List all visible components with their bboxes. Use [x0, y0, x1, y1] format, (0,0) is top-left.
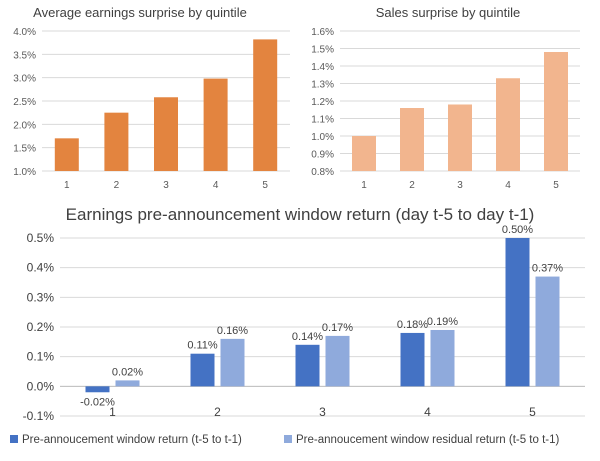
- bar: [154, 97, 178, 171]
- legend-label: Pre-annoucement window residual return (…: [296, 434, 560, 446]
- y-tick-label: 0.1%: [27, 350, 55, 364]
- bar: [400, 108, 424, 171]
- legend-label: Pre-annoucement window return (t-5 to t-…: [22, 434, 242, 446]
- data-label: 0.02%: [112, 366, 143, 378]
- bar: [505, 238, 530, 387]
- bar: [220, 338, 245, 387]
- y-tick-label: 0.8%: [311, 167, 334, 178]
- bar: [448, 104, 472, 171]
- x-tick-label: 4: [213, 180, 219, 191]
- y-tick-label: 0.0%: [27, 379, 55, 393]
- y-tick-label: 1.1%: [311, 115, 334, 126]
- bar: [54, 138, 79, 171]
- y-tick-label: 2.5%: [13, 97, 36, 108]
- y-tick-label: 0.2%: [27, 320, 55, 334]
- data-label: 0.16%: [217, 325, 248, 337]
- y-tick-label: 0.3%: [27, 290, 55, 304]
- x-tick-label: 1: [361, 180, 367, 191]
- y-tick-label: 0.4%: [27, 261, 55, 275]
- legend-swatch: [10, 435, 18, 443]
- x-tick-label: 5: [529, 405, 536, 419]
- y-tick-label: 3.0%: [13, 74, 36, 85]
- data-label: -0.02%: [80, 396, 115, 408]
- x-tick-label: 1: [109, 405, 116, 419]
- data-label: 0.19%: [427, 316, 458, 328]
- bar: [535, 276, 560, 387]
- chart-title: Earnings pre-announcement window return …: [66, 205, 535, 224]
- y-tick-label: 1.2%: [311, 97, 334, 108]
- y-tick-label: 4.0%: [13, 27, 36, 38]
- bar: [104, 112, 129, 171]
- bar: [544, 52, 568, 171]
- y-tick-label: 1.5%: [311, 45, 334, 56]
- data-label: 0.18%: [397, 319, 428, 331]
- bar: [352, 136, 376, 171]
- bar: [496, 78, 520, 171]
- bar: [400, 332, 425, 387]
- sales-surprise-chart: Sales surprise by quintile 0.8% 0.9% 1.0% 1.…: [311, 5, 580, 191]
- y-tick-label: -0.1%: [23, 409, 55, 423]
- bar: [325, 335, 350, 387]
- data-label: 0.14%: [292, 331, 323, 343]
- bar: [203, 78, 228, 171]
- y-tick-label: 1.5%: [13, 144, 36, 155]
- bar: [85, 386, 110, 393]
- y-tick-label: 3.5%: [13, 50, 36, 61]
- x-tick-label: 5: [553, 180, 559, 191]
- x-tick-label: 4: [424, 405, 431, 419]
- pre-announcement-return-chart: Earnings pre-announcement window return …: [10, 205, 585, 446]
- y-tick-label: 0.9%: [311, 150, 334, 161]
- x-tick-label: 2: [214, 405, 221, 419]
- y-tick-label: 1.0%: [13, 167, 36, 178]
- bar: [253, 39, 278, 172]
- bar: [295, 344, 320, 387]
- x-tick-label: 1: [64, 180, 70, 191]
- chart-title: Average earnings surprise by quintile: [33, 5, 247, 20]
- y-tick-label: 1.3%: [311, 80, 334, 91]
- y-tick-label: 0.5%: [27, 231, 55, 245]
- x-tick-label: 2: [114, 180, 120, 191]
- data-label: 0.50%: [502, 224, 533, 236]
- y-tick-label: 1.6%: [311, 27, 334, 38]
- x-tick-label: 4: [505, 180, 511, 191]
- y-tick-label: 2.0%: [13, 120, 36, 131]
- data-label: 0.11%: [187, 340, 218, 352]
- data-label: 0.37%: [532, 263, 563, 275]
- data-label: 0.17%: [322, 322, 353, 334]
- x-tick-label: 3: [319, 405, 326, 419]
- x-tick-label: 3: [457, 180, 463, 191]
- y-tick-label: 1.4%: [311, 62, 334, 73]
- legend-swatch: [284, 435, 292, 443]
- y-tick-label: 1.0%: [311, 132, 334, 143]
- x-tick-label: 3: [163, 180, 169, 191]
- chart-title: Sales surprise by quintile: [376, 5, 521, 20]
- bar: [190, 353, 215, 387]
- x-tick-label: 2: [409, 180, 415, 191]
- bar: [115, 380, 140, 387]
- x-tick-label: 5: [262, 180, 268, 191]
- earnings-surprise-chart: Average earnings surprise by quintile 1.0…: [13, 5, 290, 191]
- bar: [430, 329, 455, 387]
